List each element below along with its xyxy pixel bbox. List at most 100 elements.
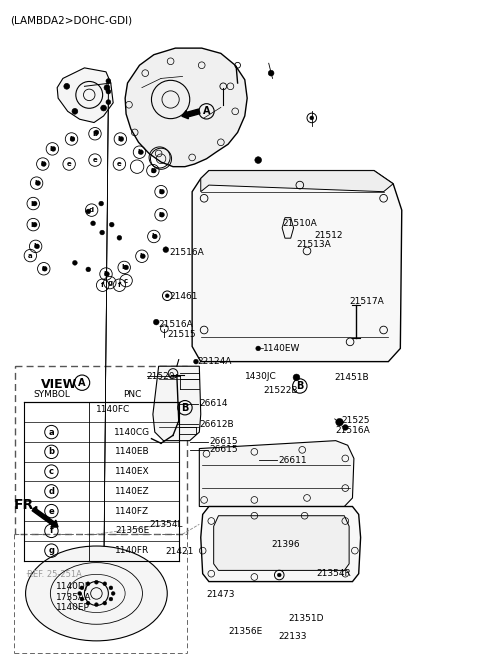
- Text: 1140DJ: 1140DJ: [56, 582, 88, 591]
- Text: 22133: 22133: [278, 632, 307, 641]
- Text: 21520: 21520: [147, 372, 175, 381]
- Text: 21356E: 21356E: [115, 527, 149, 535]
- Text: b: b: [33, 244, 38, 249]
- Text: 26612B: 26612B: [199, 420, 234, 429]
- Polygon shape: [201, 171, 393, 191]
- Circle shape: [95, 603, 98, 607]
- Polygon shape: [153, 366, 201, 441]
- Text: 1140EP: 1140EP: [56, 603, 90, 612]
- Text: b: b: [40, 161, 46, 167]
- Text: b: b: [31, 222, 36, 228]
- Text: a: a: [48, 428, 54, 436]
- Text: 26611: 26611: [278, 456, 307, 465]
- Ellipse shape: [25, 546, 167, 641]
- Circle shape: [72, 261, 77, 265]
- Text: 21516A: 21516A: [169, 248, 204, 257]
- Text: 21512: 21512: [314, 230, 343, 240]
- Circle shape: [193, 359, 198, 364]
- Text: 21356E: 21356E: [228, 627, 262, 636]
- Circle shape: [310, 116, 314, 120]
- Text: b: b: [139, 253, 144, 259]
- Text: b: b: [158, 212, 164, 218]
- Polygon shape: [199, 441, 354, 506]
- FancyArrow shape: [182, 109, 200, 119]
- Circle shape: [106, 89, 111, 94]
- Text: b: b: [158, 189, 164, 195]
- Text: 26615: 26615: [209, 446, 238, 454]
- Text: 26614: 26614: [199, 399, 228, 409]
- Text: e: e: [67, 161, 72, 167]
- Text: e: e: [93, 157, 97, 163]
- Circle shape: [105, 272, 109, 277]
- Text: 21421: 21421: [166, 546, 194, 556]
- Text: 21451B: 21451B: [335, 373, 370, 382]
- Circle shape: [154, 319, 159, 325]
- Text: 1140FZ: 1140FZ: [115, 507, 149, 515]
- Text: 21513A: 21513A: [297, 240, 331, 249]
- Circle shape: [64, 83, 70, 89]
- Circle shape: [78, 591, 82, 595]
- Circle shape: [109, 222, 114, 227]
- Text: e: e: [48, 507, 54, 515]
- Circle shape: [293, 374, 300, 381]
- Text: 21461: 21461: [169, 292, 198, 301]
- Circle shape: [86, 209, 91, 214]
- Polygon shape: [201, 506, 360, 581]
- Text: 1140CG: 1140CG: [114, 428, 150, 436]
- Text: 21473: 21473: [206, 590, 235, 599]
- Circle shape: [256, 346, 261, 351]
- Circle shape: [35, 244, 39, 249]
- Text: e: e: [117, 161, 122, 167]
- Circle shape: [95, 580, 98, 584]
- Text: b: b: [48, 447, 54, 456]
- Circle shape: [106, 100, 111, 104]
- Polygon shape: [214, 515, 349, 570]
- Text: 26615: 26615: [209, 438, 238, 446]
- Text: 1140FR: 1140FR: [115, 546, 149, 555]
- Text: b: b: [93, 131, 97, 137]
- Text: 21396: 21396: [271, 540, 300, 549]
- Text: b: b: [118, 136, 123, 142]
- Circle shape: [159, 213, 164, 217]
- Circle shape: [163, 247, 168, 253]
- Text: REF. 25-251A: REF. 25-251A: [27, 570, 82, 579]
- Text: B: B: [181, 403, 189, 412]
- Text: B: B: [296, 381, 303, 391]
- Circle shape: [119, 137, 124, 141]
- Polygon shape: [192, 171, 402, 362]
- Circle shape: [153, 234, 157, 239]
- Circle shape: [268, 70, 274, 76]
- Text: c: c: [49, 467, 54, 476]
- Text: b: b: [34, 180, 39, 186]
- Polygon shape: [57, 68, 113, 123]
- Text: A: A: [78, 378, 86, 387]
- Circle shape: [103, 601, 107, 605]
- Text: 21516A: 21516A: [158, 320, 193, 329]
- Text: 1140EB: 1140EB: [115, 447, 150, 456]
- Circle shape: [165, 294, 169, 298]
- Text: 21354L: 21354L: [149, 520, 182, 529]
- Text: 21510A: 21510A: [282, 219, 317, 228]
- Circle shape: [159, 189, 164, 194]
- Circle shape: [141, 254, 145, 259]
- Circle shape: [106, 79, 111, 83]
- Circle shape: [336, 418, 343, 426]
- Text: 21351D: 21351D: [288, 614, 324, 623]
- Circle shape: [100, 230, 105, 235]
- Text: f: f: [49, 527, 53, 535]
- Text: b: b: [69, 136, 74, 142]
- Circle shape: [51, 147, 56, 151]
- Circle shape: [109, 586, 113, 590]
- Circle shape: [103, 582, 107, 585]
- Circle shape: [111, 591, 115, 595]
- Circle shape: [42, 267, 47, 271]
- Text: b: b: [31, 201, 36, 207]
- Text: b: b: [121, 265, 127, 271]
- Text: (LAMBDA2>DOHC-GDI): (LAMBDA2>DOHC-GDI): [10, 15, 132, 25]
- Text: b: b: [137, 149, 142, 155]
- Circle shape: [342, 424, 348, 430]
- Text: b: b: [41, 266, 47, 272]
- Text: 1430JC: 1430JC: [245, 372, 276, 381]
- Text: 1140EZ: 1140EZ: [115, 487, 150, 496]
- Text: 21516A: 21516A: [336, 426, 371, 434]
